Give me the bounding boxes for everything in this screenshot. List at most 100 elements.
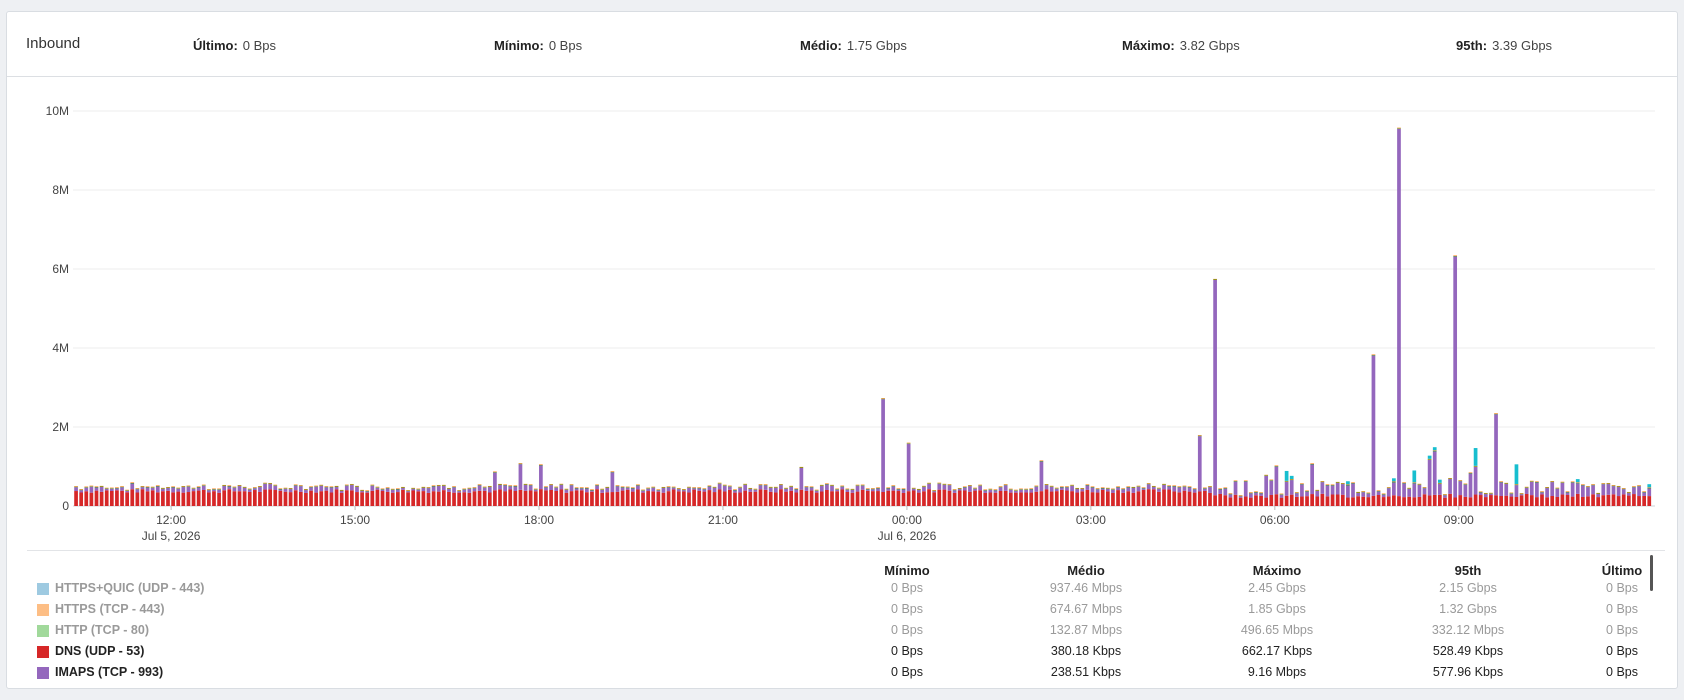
bar-segment-dns [779,489,783,506]
bar-segment-imaps [125,490,129,493]
legend-row[interactable]: HTTP (TCP - 80) 0 Bps 132.87 Mbps 496.65 Mb… [27,621,1665,642]
bar-segment-imaps [1320,482,1325,494]
bar-segment-dns [125,492,129,506]
bar-segment-dns [1289,494,1294,506]
bar-segment-https [396,488,400,489]
bar-segment-http [738,487,742,488]
bar-segment-https [891,485,896,486]
bar-segment-https [661,486,666,488]
bar-segment-imaps [901,489,906,493]
bar-segment-imaps [273,485,278,491]
bar-segment-dns [528,490,533,506]
bar-segment-imaps [1289,480,1294,495]
bar-segment-dns [1535,497,1539,506]
bar-segment-dns [559,489,564,506]
bar-segment-http [350,484,354,486]
bar-segment-imaps [1346,485,1350,498]
bar-segment-https [533,488,538,490]
bar-segment-imaps [1351,483,1355,498]
bar-segment-https [1008,488,1013,490]
bar-segment-http [1601,483,1606,485]
legend-row[interactable]: HTTPS+QUIC (UDP - 443) 0 Bps 937.46 Mbps 2.… [27,579,1665,600]
bar-segment-imaps [482,487,487,491]
bar-segment-https [258,486,262,487]
bar-segment-dns [1192,492,1197,506]
bar-segment-imaps [120,487,124,491]
bar-segment-dns [1320,493,1325,506]
bar-segment-imaps [825,484,829,490]
bar-segment-http [1233,481,1238,482]
bar-segment-http [1386,487,1391,489]
bar-segment-dns [298,491,303,506]
bar-segment-http [610,471,615,473]
bar-segment-https [1213,278,1217,280]
bar-segment-https [360,489,364,491]
bar-segment-http [804,486,809,488]
bar-segment-https [1141,487,1146,488]
bar-segment-https [789,485,794,487]
legend-value: 0 Bps [1606,602,1638,616]
bar-segment-dns [871,491,875,506]
bar-segment-https [1305,490,1309,492]
stat-last: Último: 0 Bps [193,38,276,53]
bar-segment-imaps [717,483,722,490]
bar-segment-dns [896,491,901,506]
bar-segment-http [947,484,952,486]
bar-segment-dns [1560,494,1565,506]
bar-segment-https [487,485,492,487]
bar-segment-https [773,486,778,488]
bar-segment-imaps [1172,486,1177,492]
legend-row[interactable]: IMAPS (TCP - 993) 0 Bps 238.51 Kbps 9.16 Mb… [27,663,1665,684]
bar-segment-http [273,485,278,486]
bar-segment-http [1478,492,1483,493]
bar-segment-http [467,488,472,489]
bar-segment-imaps [1024,489,1028,493]
bar-segment-imaps [697,488,702,491]
bar-segment-imaps [763,485,768,490]
bar-segment-dns [728,489,732,506]
bar-segment-imaps [1381,494,1386,498]
bar-segment-dns [1208,492,1212,506]
bar-segment-dns [1611,494,1616,506]
bar-segment-https [1197,435,1202,436]
bar-segment-http [161,488,165,489]
bar-segment-http [416,489,421,490]
bar-segment-dns [1116,490,1120,506]
bar-segment-dns [1315,496,1320,506]
bar-segment-dns [1606,494,1611,506]
bar-segment-dns [1049,491,1054,506]
bar-segment-https [590,489,594,490]
legend-swatch [37,667,49,679]
bar-segment-http [574,487,579,489]
bar-segment-http [222,485,227,487]
bar-segment-http [314,486,318,487]
bar-segment-dns [1519,495,1524,506]
bar-segment-http [1182,486,1187,487]
bar-segment-dns [809,490,814,506]
bar-segment-http [227,485,232,487]
bar-segment-dns [447,491,451,506]
bar-segment-imaps [411,488,416,491]
bar-segment-http [1540,491,1544,493]
bar-segment-dns [661,492,666,506]
bar-segment-https [176,487,181,489]
legend-value: 0 Bps [1606,644,1638,658]
bar-segment-imaps [947,485,952,491]
legend-scrollbar[interactable] [1650,555,1653,591]
bar-segment-http [298,485,303,487]
bar-segment-http [1208,486,1212,488]
bar-segment-imaps [161,488,165,492]
bar-segment-http [1126,486,1131,488]
bar-segment-https [1228,493,1233,494]
bar-segment-dns [406,492,410,506]
bar-segment-imaps [1243,481,1248,497]
bar-segment-imaps [1570,482,1575,497]
bar-segment-https [334,485,339,487]
legend-row[interactable]: DNS (UDP - 53) 0 Bps 380.18 Kbps 662.17 Kbp… [27,642,1665,663]
bar-segment-http [309,486,313,488]
bar-segment-http [692,487,696,489]
bar-segment-http [120,486,124,488]
legend-row[interactable]: HTTPS (TCP - 443) 0 Bps 674.67 Mbps 1.85 Gb… [27,600,1665,621]
bar-segment-https [1208,486,1212,487]
bar-segment-dns [702,491,707,506]
